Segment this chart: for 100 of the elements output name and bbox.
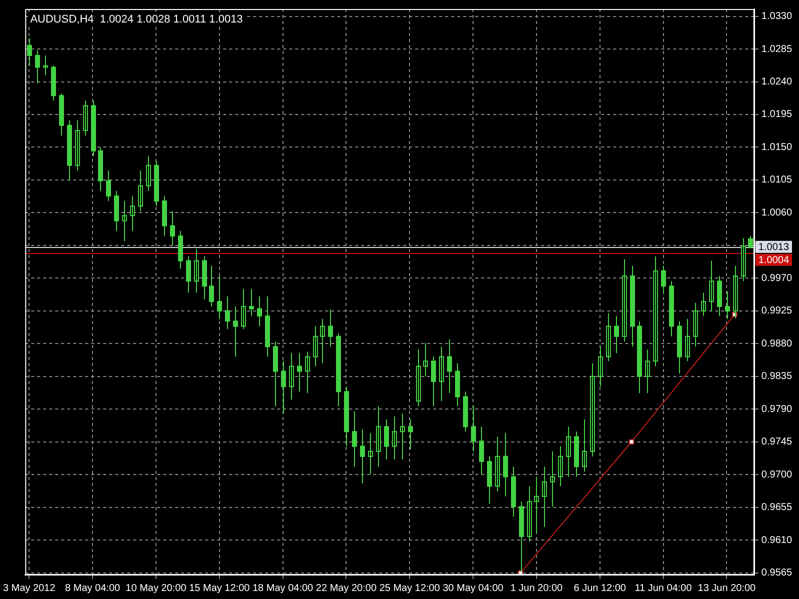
candlestick <box>98 146 103 192</box>
x-tick-label: 8 May 04:00 <box>65 582 121 594</box>
candlestick <box>51 65 56 102</box>
candlestick <box>257 296 262 327</box>
candlestick <box>733 265 738 319</box>
candlestick <box>154 160 159 207</box>
candlestick <box>455 362 460 407</box>
candlestick <box>471 406 476 452</box>
candlestick <box>423 342 428 377</box>
y-tick-label: 0.9835 <box>761 371 792 382</box>
candlestick <box>59 92 64 136</box>
y-tick-label: 0.9700 <box>761 469 792 480</box>
ref-line-label: 1.0004 <box>758 255 790 266</box>
candlestick <box>709 260 714 312</box>
candlestick <box>352 410 357 468</box>
candlestick <box>645 348 650 394</box>
candlestick <box>328 308 333 348</box>
candlestick <box>392 416 397 460</box>
y-tick-label: 0.9565 <box>761 568 792 579</box>
candlestick <box>313 326 318 367</box>
candlestick <box>598 346 603 388</box>
chart-title: AUDUSD,H4 1.0024 1.0028 1.0011 1.0013 <box>30 14 243 26</box>
candlestick <box>27 38 32 66</box>
candlestick <box>170 210 175 247</box>
candlestick <box>408 418 413 450</box>
y-tick-label: 0.9745 <box>761 436 792 448</box>
candlestick <box>289 352 294 400</box>
candlestick <box>725 290 730 320</box>
candlestick <box>741 238 746 282</box>
candlestick <box>83 100 88 136</box>
candlestick <box>384 418 389 460</box>
candlestick <box>431 356 436 407</box>
candlestick <box>43 55 48 76</box>
x-tick-label: 18 May 04:00 <box>252 582 314 594</box>
candlestick <box>305 351 310 394</box>
x-tick-label: 22 May 20:00 <box>316 582 377 594</box>
candlestick <box>67 120 72 182</box>
x-tick-label: 6 Jun 12:00 <box>574 582 626 594</box>
candlestick <box>297 352 302 392</box>
x-tick-label: 3 May 2012 <box>3 582 56 594</box>
y-tick-label: 1.0060 <box>761 207 792 218</box>
candlestick <box>685 318 690 362</box>
candlestick <box>320 318 325 364</box>
candlestick <box>677 320 682 374</box>
ref-line-label: 1.0013 <box>758 242 790 254</box>
candlestick <box>558 446 563 487</box>
candlestick <box>447 338 452 394</box>
candlestick <box>186 256 191 294</box>
candlestick <box>273 340 278 407</box>
candlestick <box>527 486 532 542</box>
x-tick-label: 11 Jun 04:00 <box>634 582 692 594</box>
candlestick <box>106 170 111 202</box>
candlestick <box>376 406 381 468</box>
candlestick <box>614 316 619 354</box>
candlestick <box>178 230 183 270</box>
candlestick <box>661 265 666 294</box>
candlestick <box>130 195 135 232</box>
candlestick <box>574 431 579 478</box>
x-tick-label: 15 May 12:00 <box>189 582 250 594</box>
x-tick-label: 30 May 04:00 <box>442 582 504 594</box>
y-tick-label: 1.0330 <box>761 11 792 22</box>
y-tick-label: 0.9880 <box>761 338 792 350</box>
candlestick <box>35 50 40 84</box>
candlestick <box>669 280 674 337</box>
candlestick <box>717 275 722 317</box>
y-tick-label: 1.0285 <box>761 44 792 55</box>
candlestick <box>344 386 349 447</box>
candlestick <box>566 426 571 478</box>
y-tick-label: 0.9610 <box>761 534 792 546</box>
candlestick <box>550 450 555 508</box>
y-tick-label: 1.0195 <box>761 109 792 120</box>
x-tick-label: 25 May 12:00 <box>379 582 440 594</box>
y-tick-label: 1.0240 <box>761 76 792 88</box>
candlestick <box>202 256 207 300</box>
candlestick <box>653 256 658 367</box>
candlestick <box>336 332 341 407</box>
candlestick <box>503 432 508 497</box>
candlestick <box>416 348 421 407</box>
candlestick <box>606 312 611 362</box>
candlestick <box>748 235 753 249</box>
candlestick <box>582 418 587 472</box>
candlestick <box>281 360 286 414</box>
candlestick <box>542 466 547 528</box>
candlestick <box>138 170 143 212</box>
candlestick <box>590 362 595 457</box>
candlestick <box>479 426 484 474</box>
x-tick-label: 1 Jun 20:00 <box>510 582 564 594</box>
candlestick <box>368 432 373 474</box>
candlestick <box>693 302 698 348</box>
candlestick <box>637 320 642 394</box>
point <box>628 439 634 444</box>
candlestick <box>146 155 151 192</box>
candlestick <box>265 296 270 358</box>
y-tick-label: 0.9970 <box>761 272 792 284</box>
y-tick-label: 1.0105 <box>761 174 792 186</box>
candlestick <box>217 275 222 320</box>
candlestick <box>400 412 405 460</box>
candlestick <box>463 391 468 432</box>
candlestick <box>360 429 365 484</box>
candlestick <box>233 306 238 358</box>
